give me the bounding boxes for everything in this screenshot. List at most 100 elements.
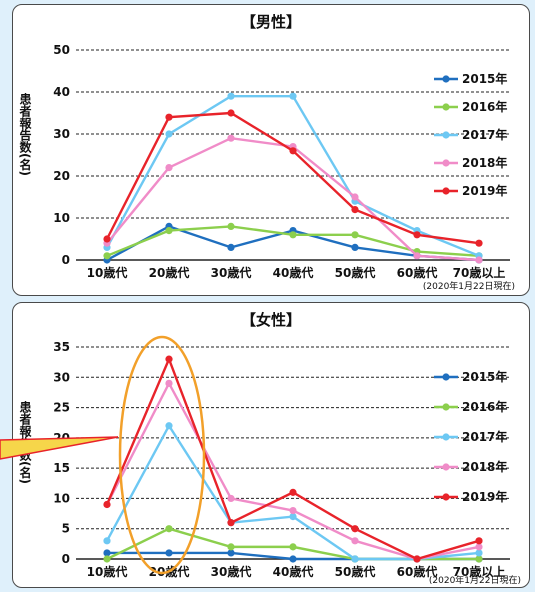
data-point <box>289 555 297 563</box>
series-line-2018年 <box>106 136 480 262</box>
legend-label: 2019年 <box>462 183 507 198</box>
data-point <box>165 422 173 430</box>
legend-label: 2018年 <box>462 459 507 474</box>
data-point <box>165 379 173 387</box>
data-point <box>475 256 483 264</box>
x-tick-label: 60歳代 <box>397 265 438 280</box>
date-note: (2020年1月22日現在) <box>429 574 521 586</box>
x-tick-label: 40歳代 <box>273 265 314 280</box>
data-point <box>103 252 111 260</box>
data-point <box>289 543 297 551</box>
legend-swatch-marker <box>442 103 450 111</box>
data-point <box>227 494 235 503</box>
legend-swatch-marker <box>442 493 450 501</box>
data-point <box>351 231 359 239</box>
data-point <box>103 537 111 545</box>
data-point <box>289 488 297 496</box>
x-tick-label: 50歳代 <box>335 265 376 280</box>
y-tick-label: 0 <box>62 552 70 566</box>
data-point <box>475 239 483 247</box>
legend-swatch-marker <box>442 75 450 83</box>
data-point <box>351 555 359 563</box>
data-point <box>475 555 483 563</box>
data-point <box>103 549 111 557</box>
data-point <box>351 206 359 214</box>
data-point <box>289 147 297 155</box>
x-tick-label: 50歳代 <box>335 564 376 579</box>
x-tick-label: 70歳以上 <box>453 564 506 579</box>
y-tick-label: 40 <box>53 85 70 99</box>
legend-swatch-marker <box>442 159 450 167</box>
legend-label: 2016年 <box>462 99 507 114</box>
data-point <box>289 513 297 521</box>
data-point <box>351 537 359 545</box>
data-point <box>413 555 421 563</box>
chart-panel-female: 【女性】 0 5 10 15 20 25 30 35 10歳代 20歳代 30歳代 40歳代 50歳代 60… <box>12 302 530 588</box>
chart-title: 【女性】 <box>241 311 301 329</box>
y-tick-label: 15 <box>53 461 70 475</box>
data-point <box>289 506 297 515</box>
chart-panel-male: 【男性】 0 10 20 30 40 50 10歳代 20歳代 30歳代 40歳代 50歳代 60歳代 7… <box>12 4 530 296</box>
legend-label: 2019年 <box>462 489 507 504</box>
data-point <box>475 537 483 545</box>
legend-swatch-marker <box>442 403 450 411</box>
legend-swatch-marker <box>442 463 450 471</box>
legend-swatch-marker <box>442 433 450 441</box>
legend-swatch-marker <box>442 373 450 381</box>
legend-label: 2015年 <box>462 71 507 86</box>
data-point <box>165 525 173 533</box>
y-axis-label: 患者報告数(名) <box>18 400 32 484</box>
chart-female: 【女性】 0 5 10 15 20 25 30 35 10歳代 20歳代 30歳代 40歳代 50歳代 60… <box>18 311 521 586</box>
chart-male: 【男性】 0 10 20 30 40 50 10歳代 20歳代 30歳代 40歳代 50歳代 60歳代 7… <box>18 13 515 292</box>
data-point <box>289 92 297 100</box>
y-tick-label: 10 <box>53 211 70 225</box>
data-point <box>413 252 421 260</box>
data-point <box>165 227 173 235</box>
y-tick-label: 5 <box>62 522 70 536</box>
y-tick-label: 20 <box>53 169 70 183</box>
y-tick-label: 30 <box>53 370 70 384</box>
data-point <box>351 243 359 251</box>
data-point <box>227 519 235 527</box>
data-point <box>103 500 111 509</box>
data-point <box>103 555 111 563</box>
legend-label: 2017年 <box>462 429 507 444</box>
data-point <box>227 134 235 142</box>
data-point <box>165 164 173 172</box>
chart-title: 【男性】 <box>241 13 301 31</box>
y-tick-label: 30 <box>53 127 70 141</box>
data-point <box>165 549 173 557</box>
x-tick-label: 20歳代 <box>149 265 190 280</box>
legend-label: 2016年 <box>462 399 507 414</box>
y-tick-label: 50 <box>53 43 70 57</box>
data-point <box>289 231 297 239</box>
data-point <box>475 549 483 557</box>
x-tick-label: 40歳代 <box>273 564 314 579</box>
legend-label: 2018年 <box>462 155 507 170</box>
legend-label: 2017年 <box>462 127 507 142</box>
x-tick-label: 60歳代 <box>397 564 438 579</box>
data-point <box>227 243 235 251</box>
x-tick-label: 10歳代 <box>87 265 128 280</box>
y-tick-label: 0 <box>62 253 70 267</box>
data-point <box>351 193 359 201</box>
date-note: (2020年1月22日現在) <box>423 280 515 292</box>
x-tick-label: 30歳代 <box>211 564 252 579</box>
data-point <box>165 355 173 363</box>
legend-swatch-marker <box>442 187 450 195</box>
series-line-2019年 <box>105 111 480 245</box>
data-point <box>227 92 235 100</box>
data-point <box>351 525 359 533</box>
data-point <box>227 543 235 551</box>
y-tick-label: 35 <box>53 340 70 354</box>
data-point <box>475 543 483 551</box>
x-tick-label: 70歳以上 <box>453 265 506 280</box>
y-tick-label: 10 <box>53 491 70 505</box>
legend-label: 2015年 <box>462 369 507 384</box>
x-tick-label: 20歳代 <box>149 564 190 579</box>
data-point <box>165 130 173 138</box>
y-tick-label: 25 <box>53 401 70 415</box>
x-tick-label: 10歳代 <box>87 564 128 579</box>
data-point <box>165 113 173 121</box>
legend-swatch-marker <box>442 131 450 139</box>
